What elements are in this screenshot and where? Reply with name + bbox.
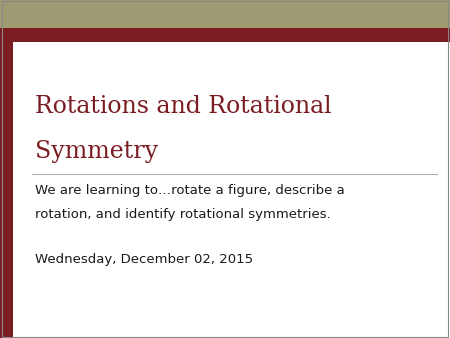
Bar — [408, 0, 450, 28]
Bar — [0, 0, 408, 28]
Text: Wednesday, December 02, 2015: Wednesday, December 02, 2015 — [35, 254, 253, 266]
Bar — [408, 0, 450, 42]
Text: We are learning to…rotate a figure, describe a: We are learning to…rotate a figure, desc… — [35, 184, 345, 197]
Text: Rotations and Rotational: Rotations and Rotational — [35, 95, 332, 118]
Bar — [0, 28, 450, 42]
Bar — [0, 42, 13, 338]
Text: Symmetry: Symmetry — [35, 140, 158, 163]
Text: rotation, and identify rotational symmetries.: rotation, and identify rotational symmet… — [35, 208, 331, 221]
